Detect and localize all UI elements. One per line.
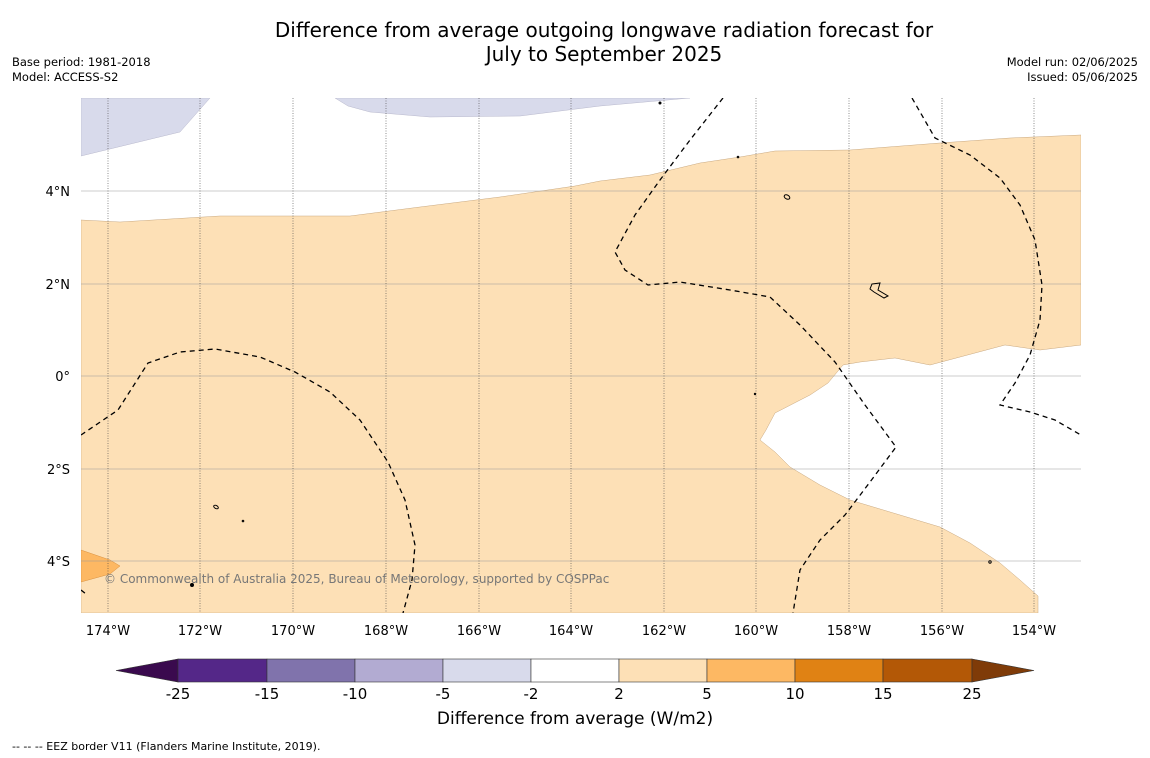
island bbox=[190, 583, 194, 587]
lon-label: 162°W bbox=[642, 624, 686, 639]
colorbar-tick: 2 bbox=[614, 685, 624, 703]
lon-gridlines bbox=[107, 98, 1035, 613]
lon-label: 164°W bbox=[549, 624, 593, 639]
anomaly-region-negative-2-5-north bbox=[334, 98, 691, 118]
colorbar-extend-high bbox=[971, 658, 1035, 683]
lon-label: 174°W bbox=[86, 624, 130, 639]
chart-title: Difference from average outgoing longwav… bbox=[0, 18, 1150, 66]
island bbox=[869, 282, 890, 299]
colorbar-tick: -5 bbox=[436, 685, 451, 703]
eez-borders bbox=[81, 98, 1081, 613]
eez-border-west bbox=[81, 348, 416, 613]
lon-label: 172°W bbox=[178, 624, 222, 639]
lat-axis-labels: 4°N 2°N 0° 2°S 4°S bbox=[46, 185, 71, 570]
meta-left: Base period: 1981-2018 Model: ACCESS-S2 bbox=[12, 55, 151, 85]
meta-right: Model run: 02/06/2025 Issued: 05/06/2025 bbox=[1007, 55, 1138, 85]
colorbar-segment bbox=[177, 658, 268, 683]
lat-label: 0° bbox=[55, 370, 70, 385]
colorbar-segment bbox=[882, 658, 973, 683]
eez-border-southwest bbox=[81, 589, 87, 595]
colorbar-tick: 25 bbox=[962, 685, 981, 703]
lat-label: 4°S bbox=[47, 555, 70, 570]
anomaly-region-negative-2-5 bbox=[81, 98, 211, 157]
lon-label: 168°W bbox=[364, 624, 408, 639]
base-period: Base period: 1981-2018 bbox=[12, 55, 151, 69]
island bbox=[213, 504, 219, 510]
model-run: Model run: 02/06/2025 bbox=[1006, 55, 1138, 69]
colorbar-tick: 15 bbox=[873, 685, 892, 703]
lon-label: 154°W bbox=[1012, 624, 1056, 639]
copyright-notice: © Commonwealth of Australia 2025, Bureau… bbox=[104, 572, 610, 586]
island bbox=[783, 194, 791, 200]
lon-label: 158°W bbox=[827, 624, 871, 639]
island bbox=[753, 392, 757, 396]
colorbar-tick: -25 bbox=[166, 685, 191, 703]
lon-label: 156°W bbox=[920, 624, 964, 639]
colorbar-tick: 10 bbox=[785, 685, 804, 703]
colorbar-segment bbox=[706, 658, 796, 683]
colorbar-segment bbox=[442, 658, 532, 683]
lon-label: 170°W bbox=[271, 624, 315, 639]
lon-label: 166°W bbox=[457, 624, 501, 639]
title-line-2: July to September 2025 bbox=[485, 42, 723, 66]
colorbar-extend-low bbox=[115, 658, 179, 683]
anomaly-region-positive-2-5 bbox=[81, 134, 1081, 613]
colorbar-tick: -2 bbox=[524, 685, 539, 703]
colorbar: -25 -15 -10 -5 -2 2 5 10 15 25 bbox=[115, 658, 1035, 703]
colorbar-tick: -10 bbox=[343, 685, 368, 703]
eez-border-east bbox=[911, 98, 1081, 436]
title-line-1: Difference from average outgoing longwav… bbox=[274, 18, 934, 42]
eez-border-center bbox=[614, 98, 897, 613]
map-area bbox=[81, 98, 1081, 613]
colorbar-tick: -15 bbox=[255, 685, 280, 703]
colorbar-tick: 5 bbox=[702, 685, 712, 703]
colorbar-label: Difference from average (W/m2) bbox=[436, 709, 714, 729]
lat-label: 4°N bbox=[46, 185, 71, 200]
islands bbox=[190, 101, 992, 587]
lat-label: 2°N bbox=[46, 278, 71, 293]
lon-axis-labels: 174°W 172°W 170°W 168°W 166°W 164°W 162°… bbox=[86, 624, 1056, 639]
island bbox=[658, 101, 662, 105]
colorbar-segment bbox=[618, 658, 708, 683]
lat-gridlines bbox=[81, 190, 1081, 562]
model-name: Model: ACCESS-S2 bbox=[12, 70, 119, 84]
island bbox=[988, 560, 992, 564]
colorbar-segment bbox=[354, 658, 444, 683]
eez-footnote: -- -- -- EEZ border V11 (Flanders Marine… bbox=[12, 740, 321, 753]
anomaly-region-positive-5-10 bbox=[81, 549, 121, 583]
lon-label: 160°W bbox=[734, 624, 778, 639]
colorbar-segment bbox=[266, 658, 356, 683]
issued-date: Issued: 05/06/2025 bbox=[1027, 70, 1138, 84]
lat-label: 2°S bbox=[47, 463, 70, 478]
colorbar-segment bbox=[794, 658, 884, 683]
island bbox=[241, 519, 245, 523]
island bbox=[736, 155, 740, 159]
colorbar-segment bbox=[530, 658, 620, 683]
